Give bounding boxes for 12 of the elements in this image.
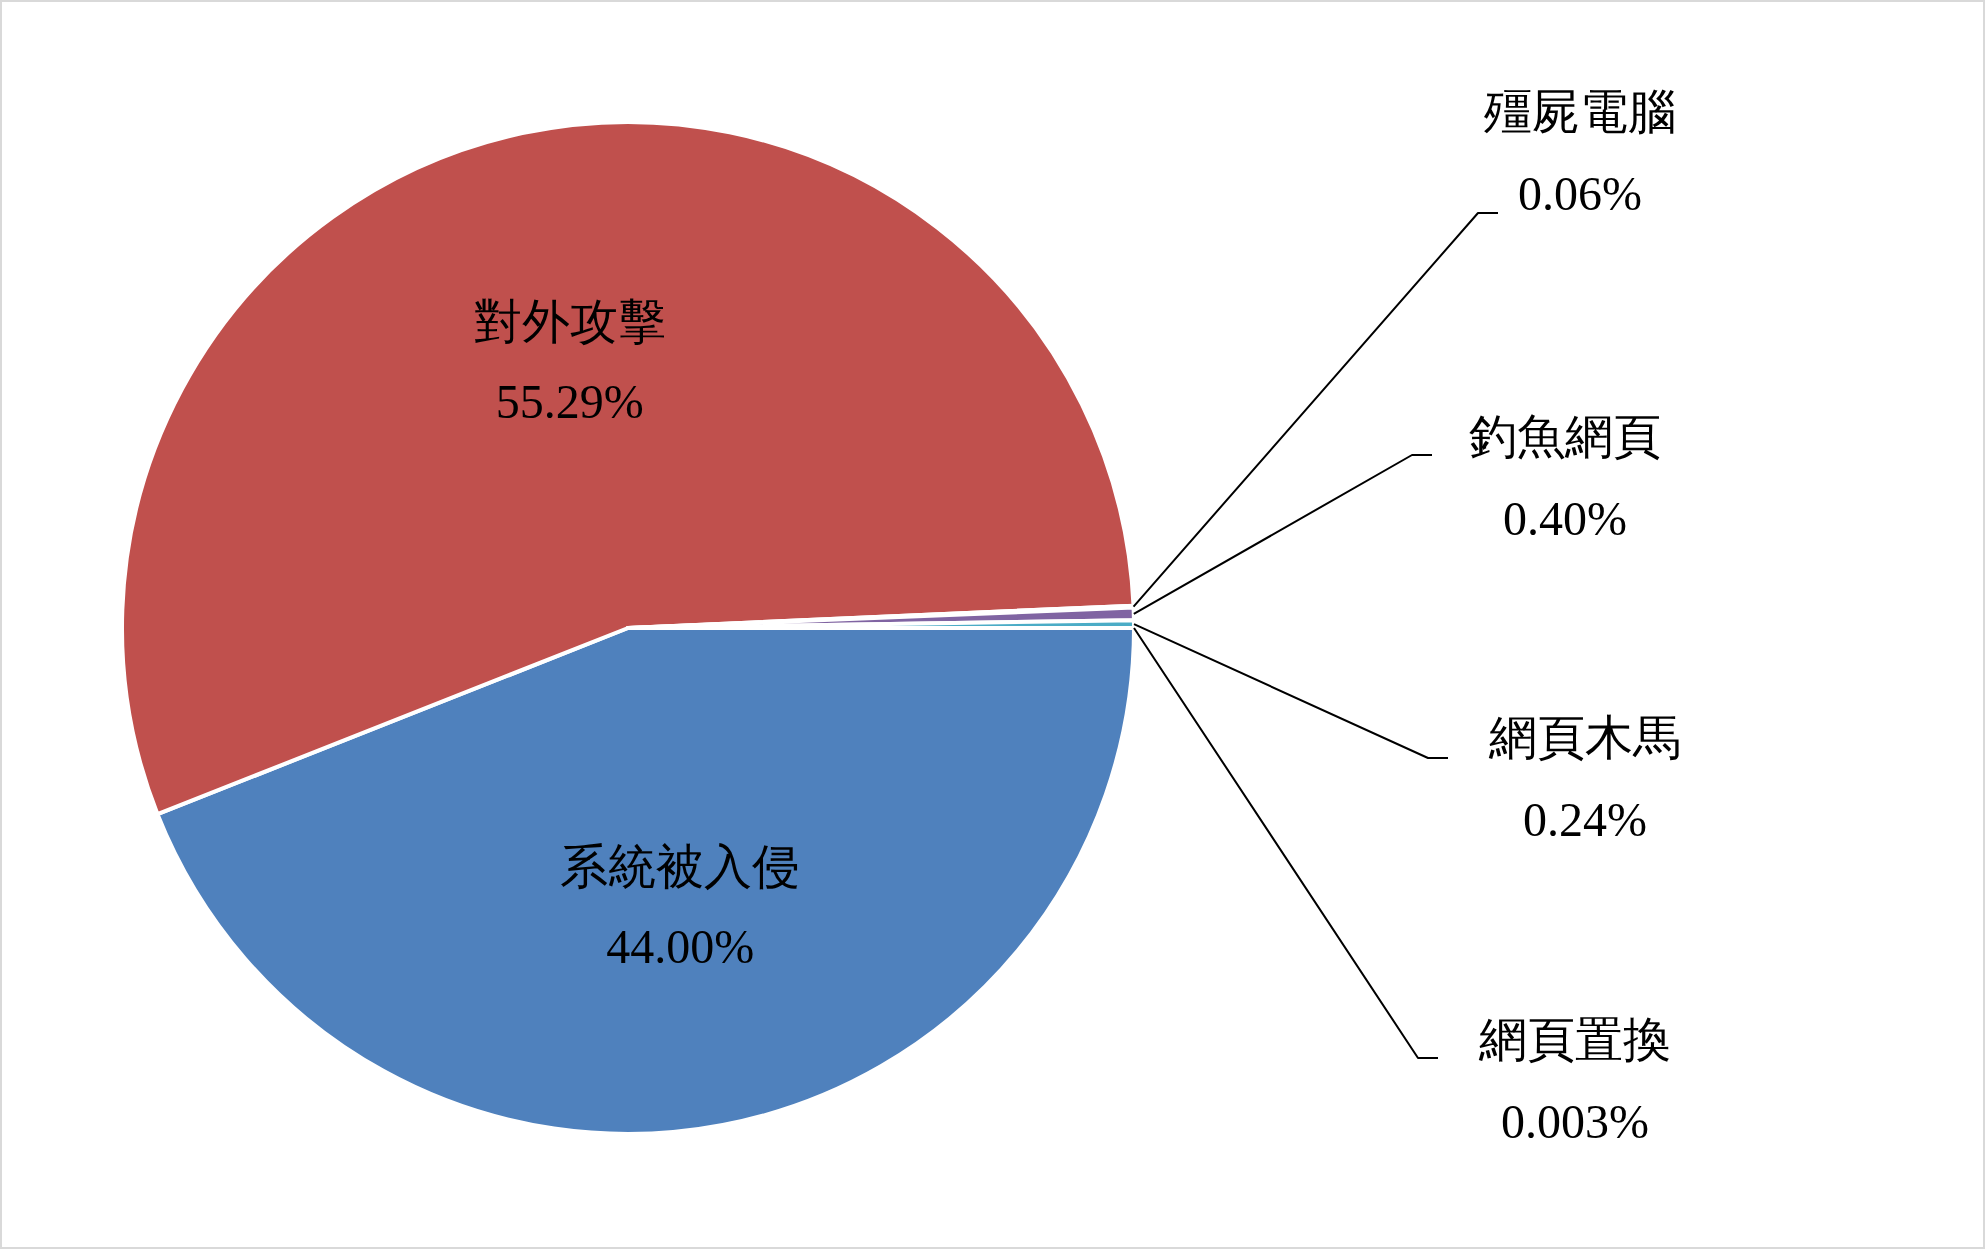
data-label: 55.29% — [495, 374, 644, 428]
data-label: 0.24% — [1523, 793, 1647, 846]
data-label: 0.40% — [1503, 492, 1627, 545]
slice-label: 對外攻擊 — [473, 294, 666, 348]
data-label: 0.06% — [1518, 167, 1642, 220]
slice-label: 釣魚網頁 — [1469, 410, 1661, 463]
data-label: 0.003% — [1501, 1095, 1649, 1148]
data-label: 44.00% — [606, 920, 755, 974]
slice-label: 殭屍電腦 — [1484, 85, 1676, 138]
slice-label: 系統被入侵 — [560, 840, 801, 894]
slice-label: 網頁置換 — [1478, 1013, 1671, 1066]
slice-label: 網頁木馬 — [1488, 711, 1681, 764]
